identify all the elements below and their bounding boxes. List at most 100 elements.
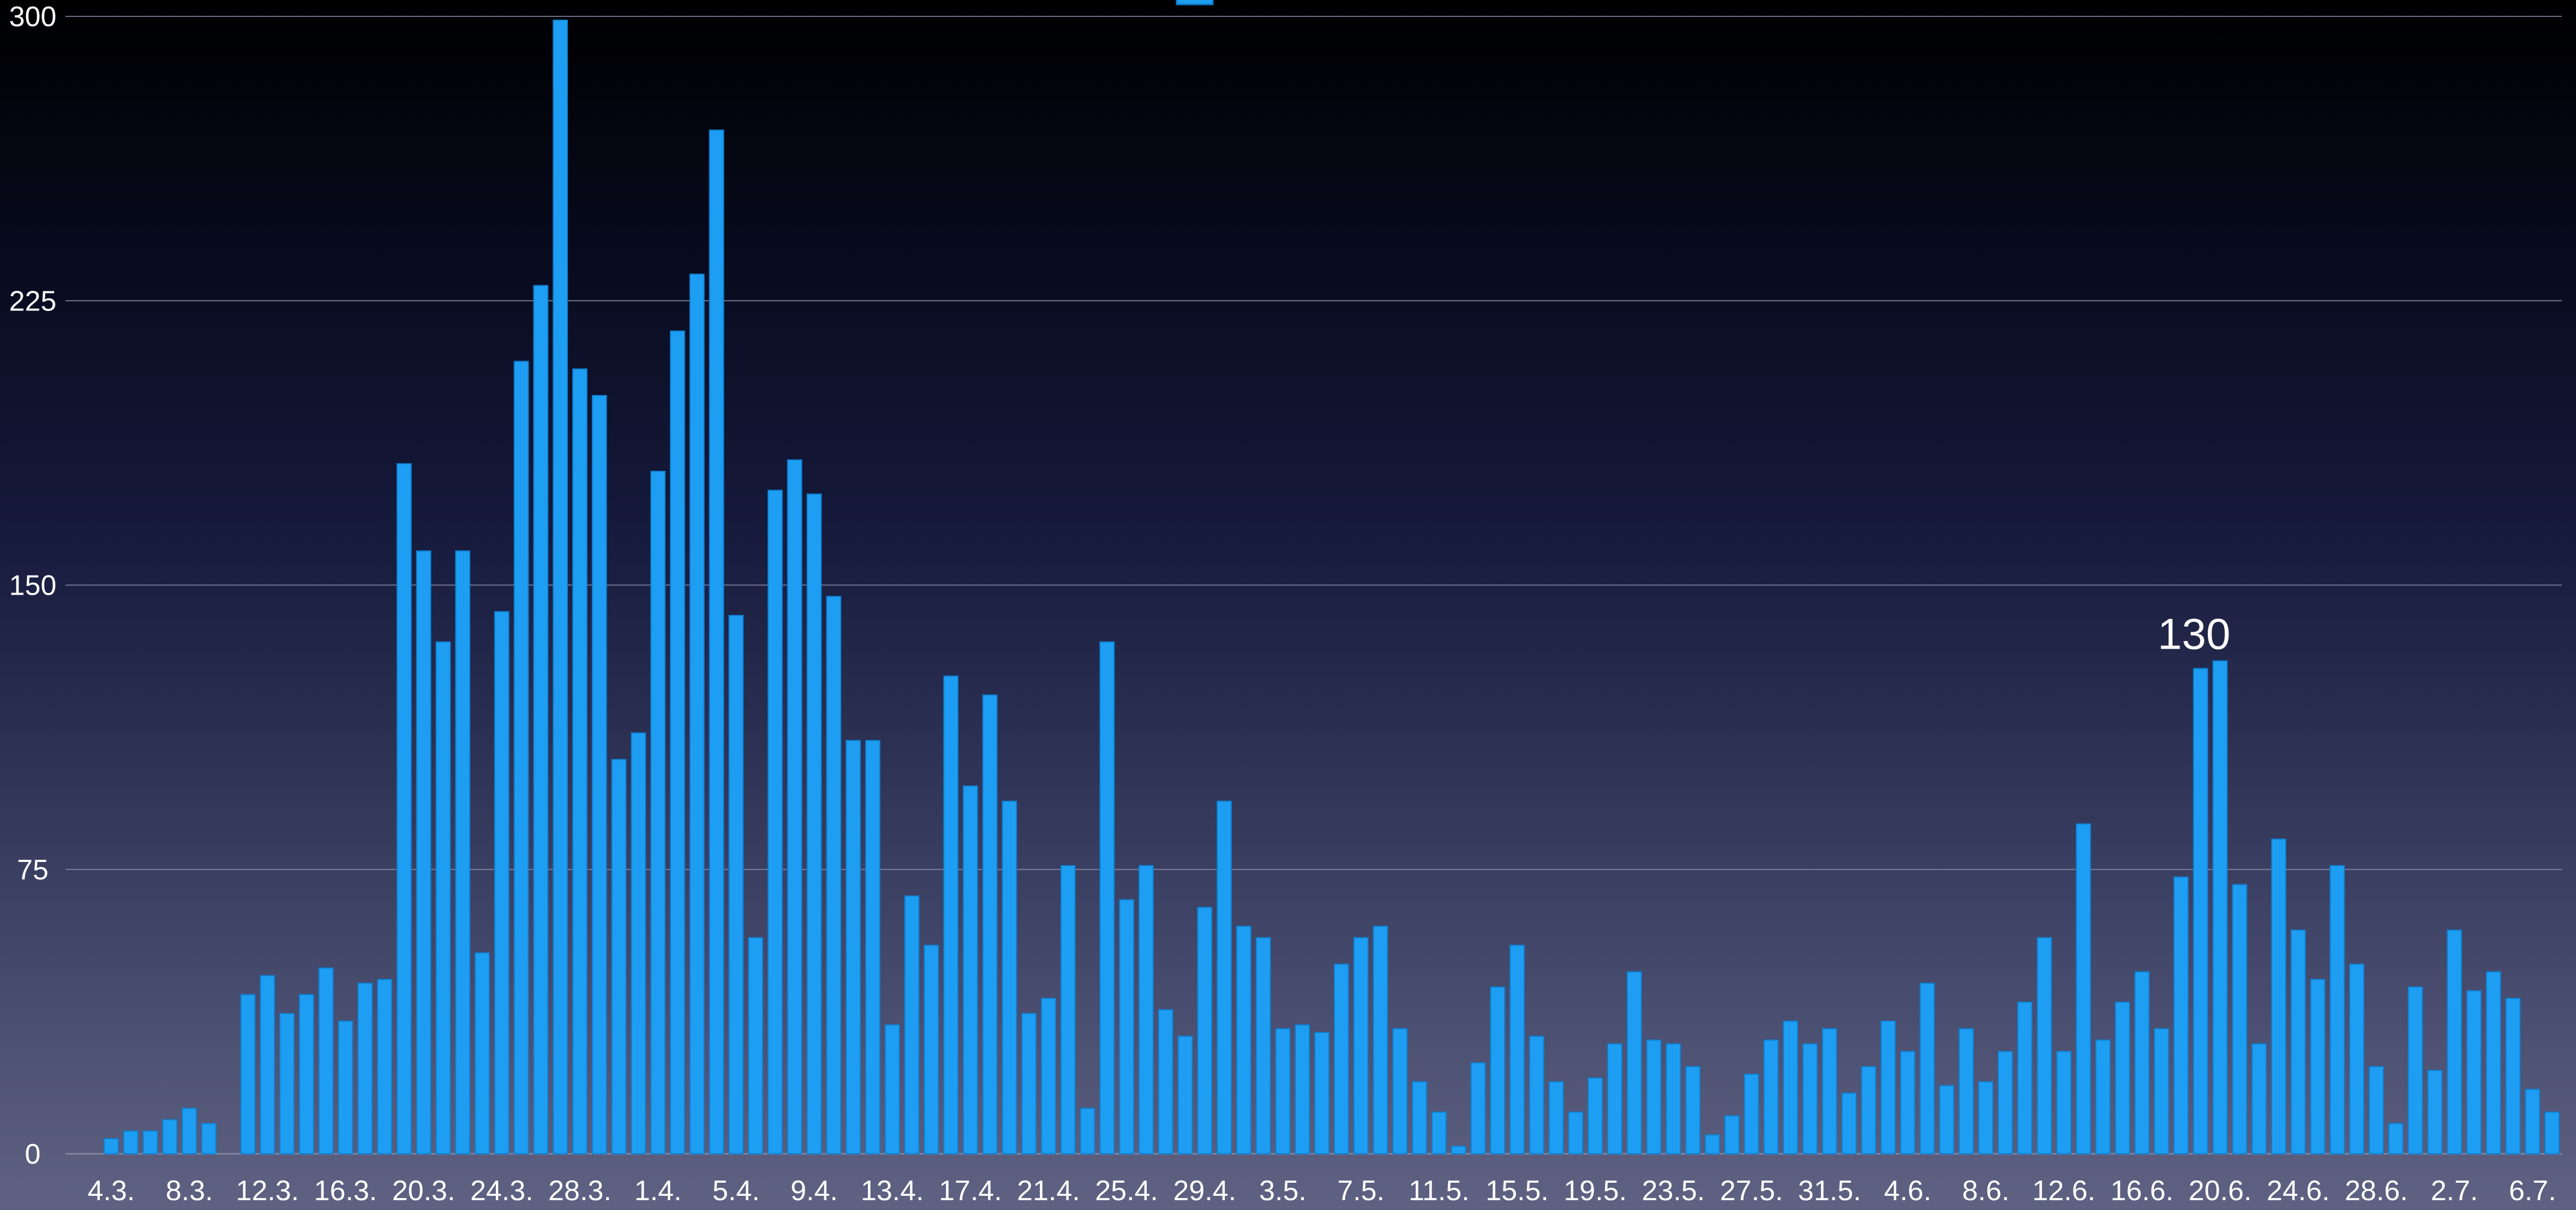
bar (1626, 971, 1642, 1155)
bar (416, 550, 432, 1155)
bar (806, 493, 822, 1155)
bar (2544, 1111, 2560, 1155)
bar (1431, 1111, 1447, 1155)
bar (2173, 876, 2189, 1155)
bar (2036, 937, 2052, 1154)
bar (1041, 998, 1056, 1155)
bar (2192, 668, 2208, 1154)
bar (1978, 1081, 1993, 1154)
x-tick-label: 16.6. (2111, 1175, 2174, 1207)
x-tick-label: 12.3. (236, 1175, 299, 1207)
bar (1685, 1066, 1701, 1155)
x-tick-label: 12.6. (2032, 1175, 2095, 1207)
bar (1217, 800, 1232, 1154)
x-tick-label: 8.3. (166, 1175, 213, 1207)
bar (962, 785, 978, 1154)
x-tick-label: 20.3. (392, 1175, 456, 1207)
bar (1412, 1081, 1427, 1154)
legend (1176, 0, 1214, 5)
bar (924, 944, 939, 1154)
bar (553, 19, 568, 1155)
y-tick-label: 300 (9, 1, 57, 33)
x-tick-label: 27.5. (1720, 1175, 1783, 1207)
bar (1587, 1077, 1603, 1154)
bar (904, 895, 920, 1155)
bar (2447, 929, 2463, 1154)
bar (1607, 1043, 1622, 1154)
bar (2310, 979, 2326, 1155)
bar (1080, 1107, 1095, 1154)
bar (357, 983, 373, 1154)
bar (591, 395, 607, 1154)
bar (670, 330, 685, 1154)
x-axis-ticks: 4.3. 8.3. 12.3. 16.3. 20.3. 24.3. 28.3. 1.4. 5.4… (88, 1175, 2556, 1207)
bar (1783, 1020, 1799, 1154)
x-tick-label: 16.3. (314, 1175, 378, 1207)
bar (2134, 971, 2150, 1155)
y-tick-label: 0 (25, 1139, 41, 1170)
bar (982, 694, 998, 1155)
bar (162, 1119, 178, 1154)
bar (865, 740, 880, 1154)
bar (1451, 1146, 1466, 1155)
bar (748, 937, 763, 1154)
bar (279, 1013, 295, 1154)
data-label: 130 (2158, 609, 2230, 658)
y-tick-label: 225 (9, 285, 57, 317)
bar (1997, 1051, 2013, 1154)
bar (2485, 971, 2501, 1155)
x-tick-label: 2.7. (2431, 1175, 2478, 1207)
bars (104, 19, 2560, 1155)
x-tick-label: 11.5. (1409, 1175, 1470, 1207)
x-tick-label: 5.4. (712, 1175, 760, 1207)
bar (846, 740, 861, 1154)
x-tick-label: 3.5. (1259, 1175, 1307, 1207)
bar (1470, 1062, 1486, 1154)
bar (1314, 1032, 1329, 1154)
bar (1021, 1013, 1037, 1154)
bar (1724, 1115, 1740, 1154)
bar (1744, 1074, 1759, 1155)
bar (1763, 1039, 1779, 1154)
x-tick-label: 8.6. (1962, 1175, 2010, 1207)
bar (318, 967, 334, 1154)
bar (2388, 1123, 2404, 1154)
bar (572, 368, 588, 1154)
x-tick-label: 4.6. (1884, 1175, 1932, 1207)
bar (377, 979, 392, 1155)
bar (2056, 1051, 2072, 1154)
x-tick-label: 28.3. (548, 1175, 612, 1207)
x-tick-label: 29.4. (1173, 1175, 1237, 1207)
bar (1861, 1066, 1877, 1155)
bar (1802, 1043, 1818, 1154)
bar (2212, 660, 2228, 1154)
bar (1236, 926, 1251, 1154)
bar (2017, 1002, 2033, 1154)
bar (1295, 1024, 1310, 1154)
bar (767, 489, 783, 1154)
bar (631, 732, 646, 1155)
x-tick-label: 31.5. (1798, 1175, 1861, 1207)
bar (260, 975, 275, 1154)
bar (1334, 963, 1349, 1154)
x-tick-label: 23.5. (1642, 1175, 1705, 1207)
bar (1822, 1028, 1837, 1155)
bar (1841, 1092, 1857, 1155)
bar (298, 994, 314, 1154)
bar (1880, 1020, 1896, 1154)
bar (1060, 865, 1076, 1155)
bar (826, 596, 842, 1154)
bar (1490, 986, 1506, 1154)
bar (787, 459, 802, 1154)
bar (1353, 937, 1369, 1154)
bar (104, 1138, 119, 1154)
bar (2349, 963, 2365, 1154)
x-tick-label: 13.4. (861, 1175, 924, 1207)
bar (2095, 1039, 2111, 1154)
x-tick-label: 15.5. (1485, 1175, 1549, 1207)
bar (1919, 983, 1935, 1154)
bar (1197, 907, 1213, 1154)
bar (1139, 865, 1154, 1155)
